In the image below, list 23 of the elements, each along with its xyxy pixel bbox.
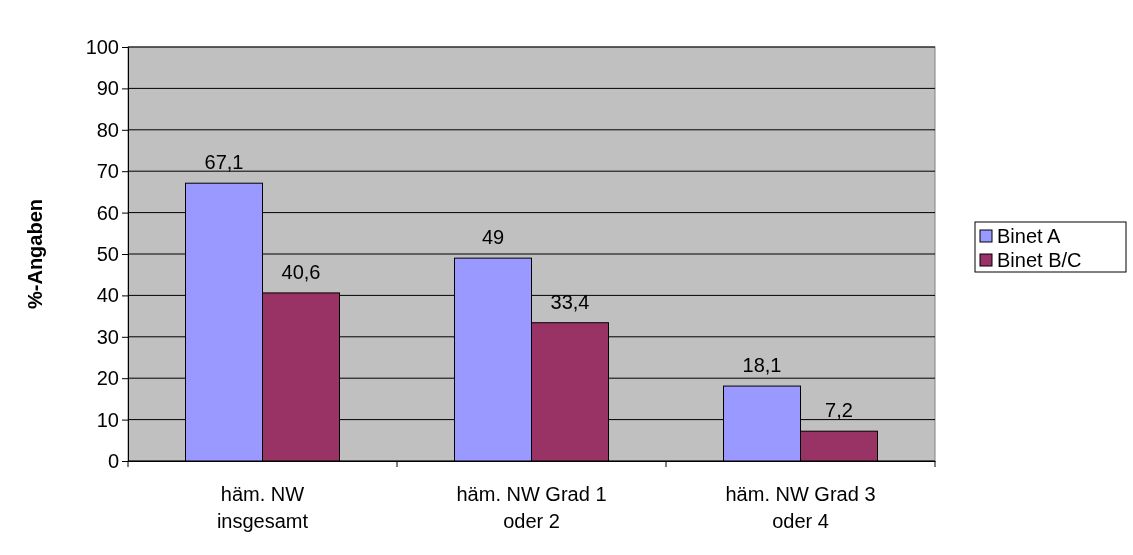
legend-label: Binet A bbox=[997, 225, 1062, 247]
data-label: 67,1 bbox=[204, 151, 244, 174]
y-tick-label: 0 bbox=[107, 449, 119, 472]
data-label: 7,2 bbox=[825, 399, 853, 422]
y-tick-label: 60 bbox=[96, 201, 119, 224]
y-tick-label: 80 bbox=[96, 118, 119, 141]
x-tick-label: häm. NW Grad 3 oder 4 bbox=[725, 483, 876, 532]
y-tick-label: 100 bbox=[85, 35, 119, 58]
y-axis-title: %-Angaben bbox=[24, 199, 46, 309]
data-label: 33,4 bbox=[550, 290, 590, 313]
x-tick-label: häm. NW insgesamt bbox=[216, 483, 309, 532]
y-tick-label: 30 bbox=[96, 325, 119, 348]
legend-label: Binet B/C bbox=[997, 249, 1082, 271]
y-tick-label: 70 bbox=[96, 160, 119, 183]
y-tick-label: 50 bbox=[96, 242, 119, 265]
y-tick-label: 40 bbox=[96, 284, 119, 307]
y-tick-label: 20 bbox=[96, 367, 119, 390]
data-label: 18,1 bbox=[742, 354, 782, 377]
y-tick-label: 90 bbox=[96, 77, 119, 100]
data-label: 40,6 bbox=[281, 260, 321, 283]
x-tick-label: häm. NW Grad 1 oder 2 bbox=[456, 483, 607, 532]
data-label: 49 bbox=[481, 226, 505, 249]
y-tick-label: 10 bbox=[96, 408, 119, 431]
